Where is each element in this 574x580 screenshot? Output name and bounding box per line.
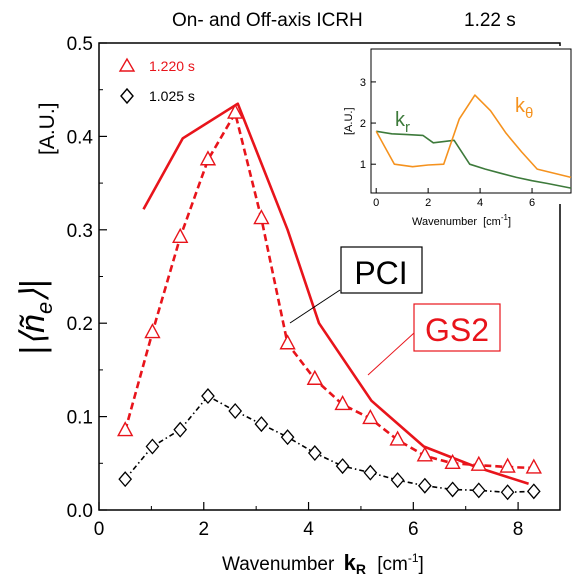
marker-diamond [471,482,486,499]
inset-y-tick-label: 1 [360,159,366,171]
marker-diamond [173,421,188,438]
x-axis-label-subscript: R [356,561,366,577]
gs2-label-box [413,303,501,352]
marker-triangle [444,453,461,469]
marker-diamond [526,483,541,500]
y-tick-label: 0.2 [67,314,93,335]
inset-x-tick-label: 0 [373,197,379,209]
chart-title: On- and Off-axis ICRH [172,10,363,31]
marker-diamond [118,471,133,488]
main-axis-ticks: 0 2 4 6 8 0.0 0.1 0.2 0.3 0.4 0.5 [67,34,524,540]
marker-diamond [417,477,432,494]
x-tick-label: 6 [408,519,419,540]
marker-diamond [335,458,350,475]
marker-triangle [279,334,296,350]
marker-diamond [500,484,515,501]
marker-triangle [470,455,487,471]
marker-diamond [254,416,269,433]
marker-triangle [362,408,379,425]
pci-label-box [340,246,423,294]
series-line-gs2 [142,102,529,486]
inset-x-tick-label: 2 [425,197,431,209]
inset-y-tick-label: 2 [360,118,366,130]
marker-triangle [117,421,134,437]
marker-triangle [389,430,406,446]
gs2-pointer-line [367,332,415,376]
marker-diamond [445,481,460,498]
inset-series-ktheta [375,94,572,179]
inset-label-ktheta: kθ [515,95,533,122]
y-tick-label: 0.5 [67,34,93,55]
x-axis-label-text: Wavenumber [222,554,335,575]
y-axis-label-close: ⟩| [14,280,52,302]
marker-triangle [172,227,189,243]
marker-triangle [144,323,161,339]
x-tick-label: 0 [94,519,105,540]
marker-triangle [499,457,516,473]
chart-title-time: 1.22 s [464,10,516,31]
gs2-label: GS2 [425,312,489,348]
x-axis-label-unit: [cm [377,554,408,575]
x-axis-label-symbol: k [344,550,357,575]
marker-diamond [307,445,322,462]
inset-series-kr [376,130,572,189]
main-series [117,102,542,501]
y-axis-label: |⟨ñe⟩| [14,280,57,355]
legend-label-1220: 1.220 s [149,58,195,74]
inset-y-tick-label: 3 [360,77,366,89]
marker-diamond [201,388,215,405]
x-axis-label-unit-exp: -1 [408,551,419,565]
y-tick-label: 0.4 [67,127,94,148]
x-axis-label-unit-close: ] [419,554,424,575]
marker-triangle [306,369,324,385]
marker-diamond [390,472,405,489]
marker-triangle [253,209,270,225]
inset-axis-ticks: 0 2 4 6 1 2 3 [360,77,535,209]
pci-pointer-line [289,289,341,324]
legend-label-1025: 1.025 s [149,88,195,104]
series-line-1025 [124,395,534,494]
x-tick-label: 2 [198,519,209,540]
inset-series [375,94,572,189]
marker-triangle [525,458,542,474]
y-tick-label: 0.0 [67,501,93,522]
inset-x-axis-label-text: Wavenumber [412,216,477,228]
inset-x-tick-label: 6 [529,197,535,209]
svg-text:|⟨ñe⟩|: |⟨ñe⟩| [14,280,57,355]
svg-text:[A.U.]: [A.U.] [36,102,59,155]
legend: 1.220 s 1.025 s [118,57,195,105]
inset-plot-frame [370,48,572,194]
y-axis-label-symbol: |⟨ñ [14,314,52,355]
x-axis-label: Wavenumber kR [cm-1] [222,550,424,579]
svg-text:[A.U.]: [A.U.] [343,107,355,135]
x-tick-label: 8 [513,519,524,540]
inset-y-axis-label: [A.U.] [343,107,355,135]
marker-triangle [416,446,434,462]
marker-diamond [145,438,160,455]
inset-x-axis-label: Wavenumber [cm-1] [412,213,511,228]
series-line-1220 [123,111,534,470]
marker-diamond [228,402,243,419]
marker-diamond [280,429,295,446]
y-tick-label: 0.1 [67,408,93,429]
inset-label-kr: kr [395,109,410,136]
marker-triangle [227,103,244,119]
y-axis-label-subscript: e [32,302,57,314]
legend-marker-diamond [120,87,134,105]
marker-triangle [334,394,351,411]
inset-x-axis-label-unit-close: ] [508,216,511,228]
marker-triangle [199,150,217,166]
inset-x-axis-label-unit-exp: -1 [501,213,509,222]
marker-diamond [363,464,378,481]
legend-marker-triangle [118,57,136,72]
pci-label: PCI [354,255,407,291]
inset-x-axis-label-unit: [cm [483,216,501,228]
y-axis-unit: [A.U.] [36,102,59,155]
x-tick-label: 4 [303,519,314,540]
inset-background [370,46,573,204]
inset-x-tick-label: 4 [477,197,483,209]
y-tick-label: 0.3 [67,221,93,242]
